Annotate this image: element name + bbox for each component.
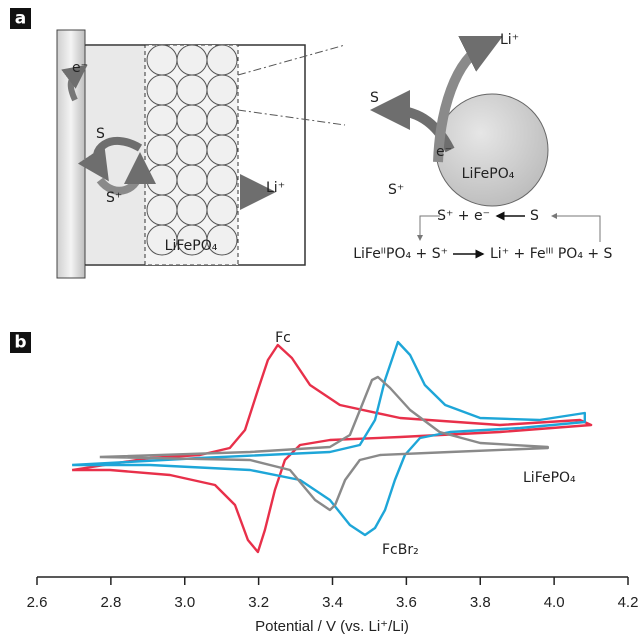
panel-label-box <box>10 332 31 353</box>
particle <box>206 74 238 106</box>
particle <box>146 194 178 226</box>
particle <box>206 164 238 196</box>
cycle-line <box>417 215 440 241</box>
series-label: FcBr₂ <box>382 542 419 558</box>
zoom-text: e⁻ <box>436 144 452 160</box>
series-label: LiFePO₄ <box>523 470 576 486</box>
lithium-arrow <box>433 36 503 163</box>
cell-text: Li⁺ <box>266 180 285 196</box>
zoom-line <box>237 44 346 76</box>
particle <box>176 104 208 136</box>
particle <box>435 93 549 207</box>
particle <box>206 224 238 256</box>
zoom-text: LiFePO₄ <box>462 166 515 182</box>
cv-curve <box>72 340 586 537</box>
particle <box>176 164 208 196</box>
particle <box>146 44 178 76</box>
mediator-arrow <box>370 90 455 153</box>
x-tick-label: 3.6 <box>396 594 417 611</box>
electron-arrow <box>61 64 88 102</box>
particle <box>146 104 178 136</box>
x-tick-label: 2.8 <box>100 594 121 611</box>
panel-label-box <box>10 8 31 29</box>
x-tick-label: 4.0 <box>544 594 565 611</box>
zoom-text: Li⁺ <box>500 32 519 48</box>
x-tick-label: 4.2 <box>618 594 638 611</box>
particle <box>206 104 238 136</box>
cycle-arrow <box>96 152 156 195</box>
zoom-text: S <box>370 90 379 106</box>
series-label: Fc <box>275 330 291 346</box>
x-tick-label: 3.2 <box>248 594 269 611</box>
particle <box>206 44 238 76</box>
cell-text: e⁻ <box>72 60 88 76</box>
particle <box>146 164 178 196</box>
cell-text: LiFePO₄ <box>165 238 218 254</box>
x-tick-label: 3.4 <box>322 594 343 611</box>
x-tick-label: 3.0 <box>174 594 195 611</box>
particle <box>176 74 208 106</box>
panel-label: b <box>14 333 26 353</box>
zoom-text: S⁺ <box>388 182 404 198</box>
x-axis-label: Potential / V (vs. Li⁺/Li) <box>255 618 409 635</box>
particle <box>206 194 238 226</box>
particle <box>176 194 208 226</box>
particle <box>206 134 238 166</box>
particle <box>146 74 178 106</box>
particles <box>146 44 238 256</box>
cycle-line <box>551 213 601 242</box>
x-tick-label: 2.6 <box>27 594 48 611</box>
particle <box>146 134 178 166</box>
zoom-line <box>237 109 346 126</box>
cell-text: S⁺ <box>106 190 122 206</box>
particle <box>176 44 208 76</box>
x-tick-label: 3.8 <box>470 594 491 611</box>
reaction-text: Li⁺ + Feᴵᴵᴵ PO₄ + S <box>490 246 613 262</box>
cycle-arrow <box>77 136 143 182</box>
particle <box>176 134 208 166</box>
cell-text: S <box>96 126 105 142</box>
reaction-text: LiFeᴵᴵPO₄ + S⁺ <box>353 246 448 262</box>
cv-curve <box>99 375 549 512</box>
panel-label: a <box>15 9 26 29</box>
reaction-text: S <box>530 208 539 224</box>
reaction-text: S⁺ + e⁻ <box>437 208 490 224</box>
cv-curve <box>71 343 593 554</box>
